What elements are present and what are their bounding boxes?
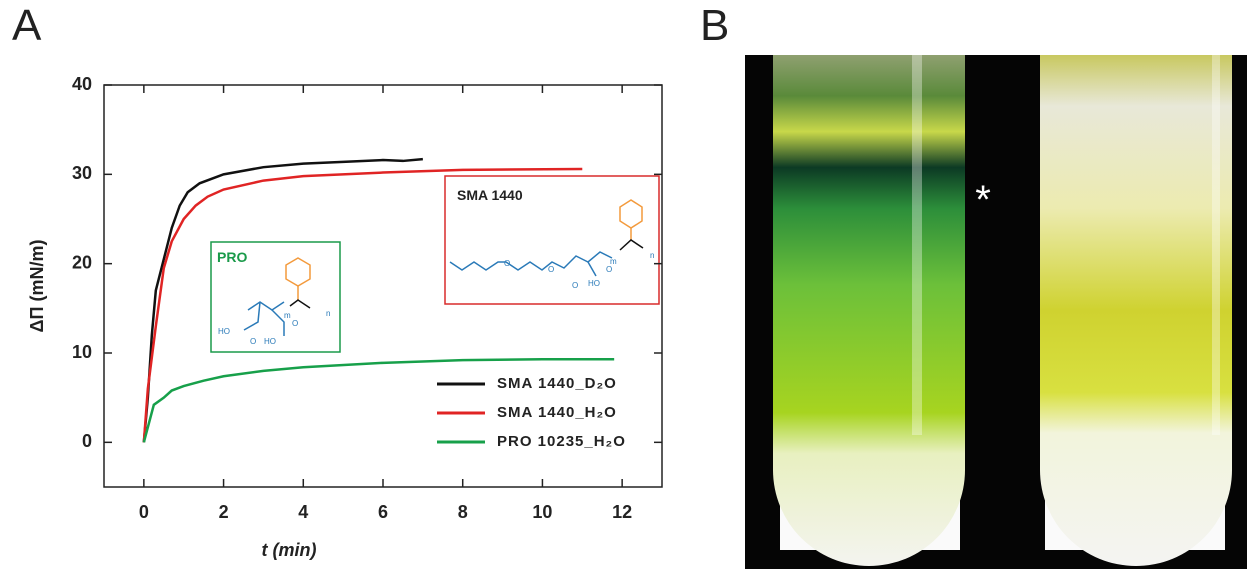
photo-marker: * xyxy=(975,178,991,222)
atom: O xyxy=(292,319,298,328)
tube xyxy=(773,55,965,566)
reflection xyxy=(912,55,922,435)
backbone xyxy=(619,239,644,251)
atom: n xyxy=(326,309,330,318)
atom: O xyxy=(572,281,578,290)
y-tick-label: 30 xyxy=(72,163,92,183)
panel-label: A xyxy=(12,1,42,50)
legend-label: PRO 10235_H₂O xyxy=(497,433,626,450)
inset-sma: SMA 1440 O O O HO O m n xyxy=(444,175,660,305)
x-tick-label: 2 xyxy=(219,502,229,522)
atom: HO xyxy=(218,327,230,336)
y-tick-label: 40 xyxy=(72,74,92,94)
inset-box xyxy=(210,241,341,353)
atom: m xyxy=(284,311,291,320)
inset-title: SMA 1440 xyxy=(457,187,523,203)
tube xyxy=(1040,55,1232,566)
atom: O xyxy=(548,265,554,274)
x-tick-label: 6 xyxy=(378,502,388,522)
x-axis-label: t (min) xyxy=(262,540,317,560)
backbone xyxy=(247,301,285,311)
atom: O xyxy=(504,259,510,268)
backbone xyxy=(449,251,613,271)
bond xyxy=(587,261,597,277)
inset-box xyxy=(444,175,660,305)
inset-title: PRO xyxy=(217,249,247,265)
backbone xyxy=(289,299,311,309)
x-tick-label: 8 xyxy=(458,502,468,522)
atom: n xyxy=(650,251,654,260)
legend-label: SMA 1440_H₂O xyxy=(497,404,617,421)
y-axis-label: ΔΠ (mN/m) xyxy=(27,240,47,333)
atom: O xyxy=(606,265,612,274)
y-tick-label: 10 xyxy=(72,342,92,362)
y-tick-label: 20 xyxy=(72,252,92,272)
x-tick-label: 10 xyxy=(532,502,552,522)
panel-label: B xyxy=(700,1,729,50)
atom: m xyxy=(610,257,617,266)
x-tick-label: 0 xyxy=(139,502,149,522)
atom: HO xyxy=(264,337,276,346)
data-line xyxy=(142,167,583,443)
bond xyxy=(243,301,261,331)
y-tick-label: 0 xyxy=(82,431,92,451)
data-line xyxy=(142,157,423,443)
atom: HO xyxy=(588,279,600,288)
x-tick-label: 12 xyxy=(612,502,632,522)
inset-pro: PRO HO O HO O m n xyxy=(210,241,341,353)
data-line xyxy=(142,358,615,443)
photo: * xyxy=(745,55,1247,569)
atom: O xyxy=(250,337,256,346)
x-tick-label: 4 xyxy=(298,502,308,522)
bond xyxy=(271,309,285,336)
legend-label: SMA 1440_D₂O xyxy=(497,375,617,392)
reflection xyxy=(1212,55,1220,435)
